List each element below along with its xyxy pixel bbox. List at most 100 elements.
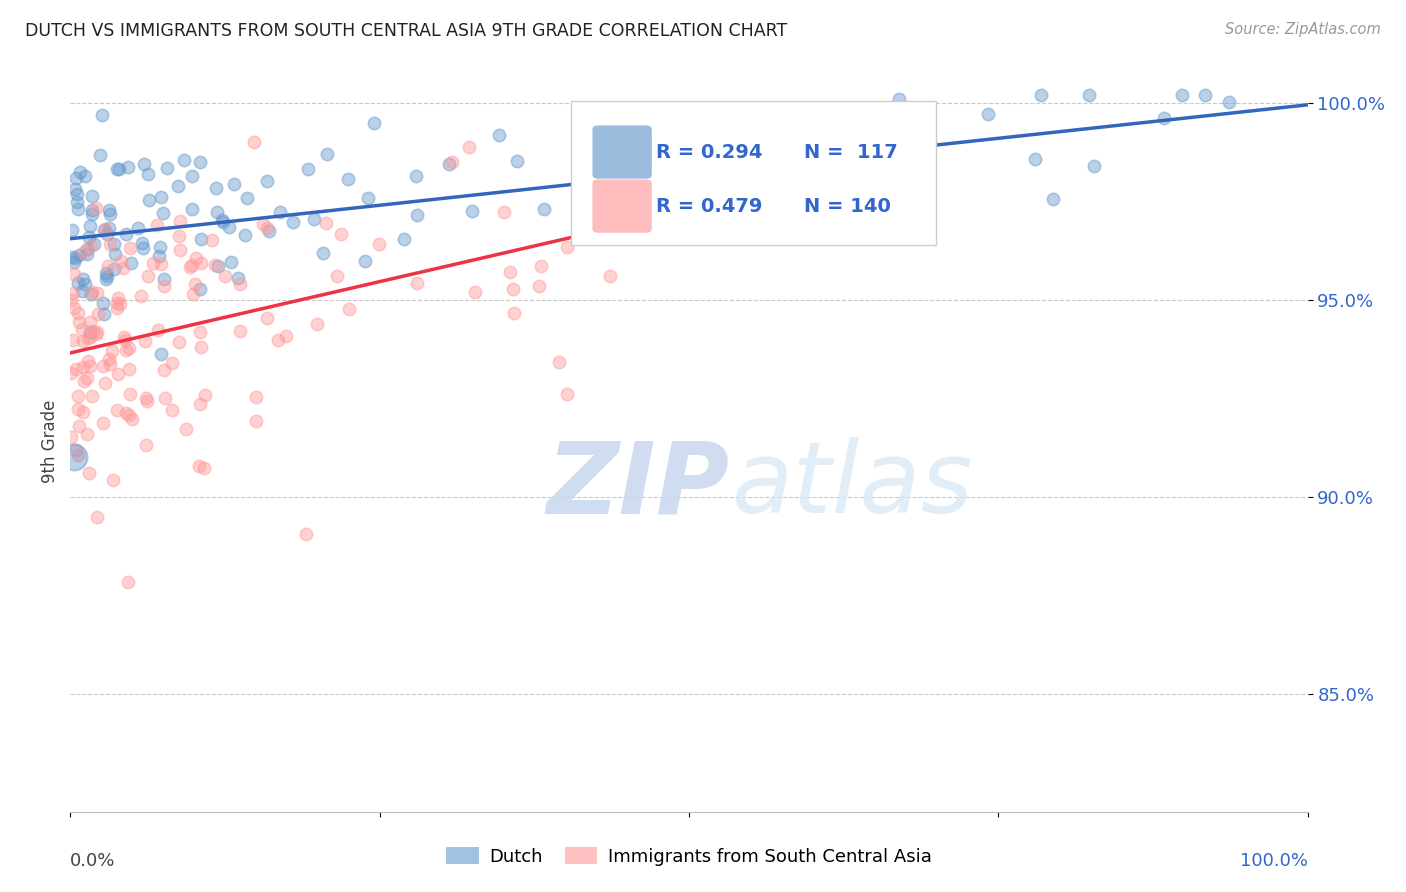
Point (83, 237, 105, 252)
Point (201, 233, 224, 247)
Point (103, 236, 125, 251)
Point (91, 296, 114, 310)
Point (77, 230, 100, 244)
Point (184, 277, 207, 291)
Point (97, 259, 120, 273)
Point (107, 367, 129, 381)
Point (107, 291, 129, 305)
Point (62, 333, 84, 347)
Point (502, 282, 524, 296)
Point (181, 202, 204, 217)
Point (73, 244, 96, 259)
Point (1031, 87, 1053, 102)
Point (98, 202, 121, 217)
Point (62, 254, 84, 268)
Point (62, 285, 84, 300)
Point (219, 255, 242, 269)
Point (283, 215, 305, 229)
Point (169, 335, 191, 350)
Point (148, 249, 170, 263)
Point (316, 146, 339, 161)
Text: N =  117: N = 117 (804, 143, 898, 161)
Point (169, 243, 191, 257)
Point (67, 418, 90, 433)
Point (66, 448, 89, 462)
Point (59, 430, 82, 444)
Point (233, 228, 256, 243)
Point (659, 120, 682, 135)
Point (190, 256, 212, 270)
Point (63, 268, 86, 282)
Point (79, 219, 101, 234)
Point (153, 272, 176, 286)
Point (392, 232, 415, 246)
Text: 100.0%: 100.0% (1240, 853, 1308, 871)
Point (146, 323, 169, 337)
Point (82, 189, 104, 203)
Point (136, 394, 159, 409)
Point (75, 169, 97, 183)
Point (98, 357, 121, 371)
Point (229, 277, 252, 291)
Point (72, 404, 94, 418)
Point (294, 527, 316, 541)
Point (889, 92, 911, 106)
Point (94, 222, 117, 236)
Text: R = 0.479: R = 0.479 (655, 196, 762, 216)
Point (214, 268, 236, 283)
Point (152, 279, 174, 293)
Point (72, 284, 94, 298)
Point (530, 259, 553, 273)
Point (153, 391, 176, 405)
Point (194, 387, 217, 401)
Point (149, 190, 172, 204)
Point (437, 157, 460, 171)
Point (150, 347, 173, 361)
Point (79, 325, 101, 339)
Point (112, 330, 135, 344)
Point (1194, 87, 1216, 102)
Point (709, 173, 731, 187)
Point (77, 466, 100, 480)
Point (67, 389, 90, 403)
Point (111, 261, 134, 276)
Point (226, 271, 249, 285)
Point (229, 324, 252, 338)
Point (363, 115, 385, 129)
Point (77, 331, 100, 345)
Point (505, 153, 527, 168)
Point (65, 170, 87, 185)
Point (152, 205, 174, 219)
Point (252, 217, 274, 231)
Point (66, 276, 89, 290)
Point (72, 334, 94, 349)
Point (84, 326, 107, 341)
Y-axis label: 9th Grade: 9th Grade (41, 400, 59, 483)
Point (114, 406, 136, 420)
Point (96, 272, 118, 286)
Point (153, 362, 176, 376)
Point (115, 227, 138, 241)
Point (749, 120, 772, 135)
Point (464, 285, 486, 300)
Point (405, 169, 427, 183)
Point (94, 376, 117, 390)
Point (156, 161, 179, 176)
Point (138, 193, 160, 207)
Point (174, 422, 197, 436)
Point (98, 236, 121, 251)
Point (80, 203, 103, 218)
Point (129, 289, 152, 303)
Point (162, 402, 184, 417)
Point (66, 186, 89, 201)
Point (90, 108, 112, 122)
Point (96, 266, 118, 280)
Point (86, 325, 108, 339)
Text: 0.0%: 0.0% (70, 853, 115, 871)
Point (80, 239, 103, 253)
Point (305, 318, 328, 332)
Point (181, 258, 204, 272)
Point (82, 207, 104, 221)
Point (60, 367, 83, 381)
Point (121, 412, 143, 426)
